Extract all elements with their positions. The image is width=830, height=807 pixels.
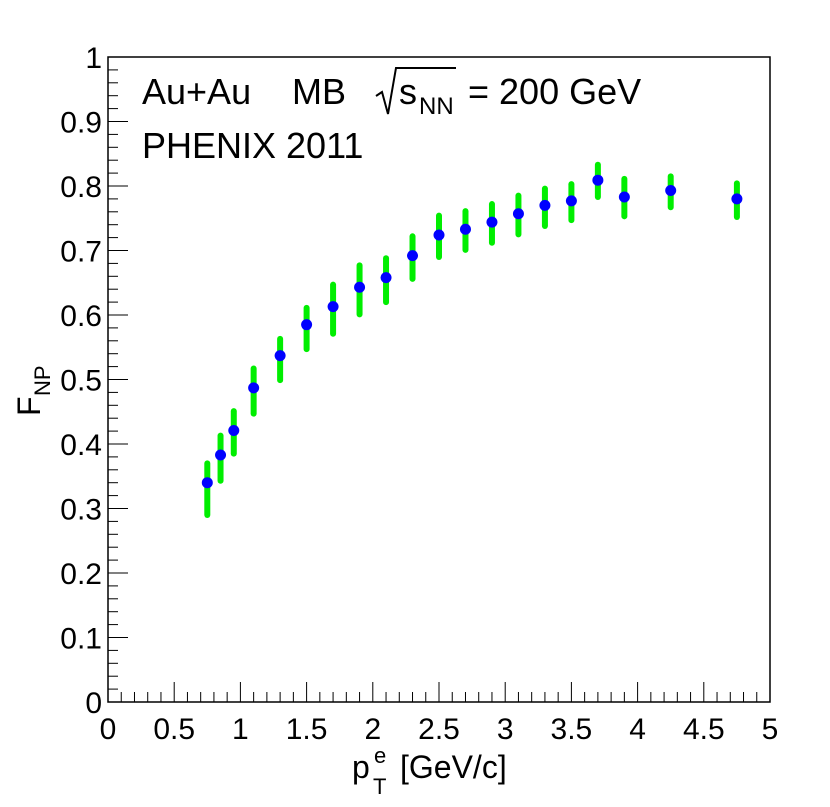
y-axis-title-main: F bbox=[11, 396, 47, 416]
x-tick-label: 1.5 bbox=[286, 713, 328, 746]
y-axis-title: F NP bbox=[11, 365, 55, 416]
data-point bbox=[274, 350, 286, 362]
x-tick-label: 5 bbox=[762, 713, 779, 746]
data-point bbox=[228, 424, 240, 436]
x-axis-title-sub: T bbox=[373, 774, 386, 799]
x-axis-title-main: p bbox=[352, 749, 370, 785]
x-tick-label: 0 bbox=[100, 713, 117, 746]
y-tick-label: 0.8 bbox=[60, 171, 102, 204]
x-tick-label: 4 bbox=[629, 713, 646, 746]
annotation-collision: Au+Au MB s NN = 200 GeV bbox=[142, 67, 641, 120]
data-markers bbox=[201, 174, 743, 489]
annotation-energy-value: = 200 GeV bbox=[468, 71, 641, 112]
y-tick-label: 0.1 bbox=[60, 623, 102, 656]
x-tick-label: 0.5 bbox=[153, 713, 195, 746]
annotation-energy-subscript: NN bbox=[419, 93, 454, 120]
annotation-centrality: MB bbox=[292, 71, 346, 112]
x-tick-label: 2 bbox=[364, 713, 381, 746]
data-point bbox=[512, 208, 524, 220]
x-axis-title-sup: e bbox=[374, 743, 386, 768]
x-axis-title: p T e [GeV/c] bbox=[352, 743, 507, 799]
data-point bbox=[539, 199, 551, 211]
y-tick-label: 1 bbox=[85, 42, 102, 75]
sqrt-radical bbox=[375, 67, 456, 115]
data-point bbox=[380, 272, 392, 284]
data-point bbox=[327, 301, 339, 313]
x-tick-label: 4.5 bbox=[683, 713, 725, 746]
y-tick-labels: 0 0.1 0.2 0.3 0.4 0.5 0.6 0.7 0.8 0.9 1 bbox=[60, 42, 102, 720]
data-point bbox=[486, 216, 498, 228]
y-tick-label: 0.6 bbox=[60, 300, 102, 333]
y-tick-label: 0.5 bbox=[60, 365, 102, 398]
data-point bbox=[407, 250, 419, 262]
x-tick-labels: 0 0.5 1 1.5 2 2.5 3 3.5 4 4.5 5 bbox=[100, 713, 779, 746]
data-point bbox=[459, 223, 471, 235]
data-point bbox=[215, 449, 227, 461]
x-tick-label: 1 bbox=[232, 713, 249, 746]
x-tick-label: 2.5 bbox=[418, 713, 460, 746]
data-point bbox=[201, 477, 213, 489]
annotation-system: Au+Au bbox=[142, 71, 251, 112]
y-tick-label: 0.9 bbox=[60, 107, 102, 140]
data-point bbox=[354, 281, 366, 293]
y-tick-label: 0.4 bbox=[60, 429, 102, 462]
minor-ticks bbox=[108, 69, 758, 702]
data-point bbox=[618, 191, 630, 203]
data-point bbox=[301, 319, 313, 331]
data-point bbox=[592, 174, 604, 186]
annotation-energy-symbol: s bbox=[399, 71, 417, 112]
x-tick-label: 3 bbox=[497, 713, 514, 746]
y-tick-label: 0.2 bbox=[60, 558, 102, 591]
data-point bbox=[731, 193, 743, 205]
data-point bbox=[248, 382, 260, 394]
y-tick-label: 0 bbox=[85, 687, 102, 720]
annotation-experiment: PHENIX 2011 bbox=[142, 125, 363, 166]
x-axis-title-unit: [GeV/c] bbox=[400, 749, 507, 785]
y-axis-title-sub: NP bbox=[30, 365, 55, 396]
y-tick-label: 0.7 bbox=[60, 236, 102, 269]
x-tick-label: 3.5 bbox=[551, 713, 593, 746]
data-point bbox=[433, 229, 445, 241]
data-point bbox=[565, 195, 577, 207]
y-tick-label: 0.3 bbox=[60, 494, 102, 527]
major-ticks bbox=[107, 56, 771, 703]
data-point bbox=[665, 185, 677, 197]
